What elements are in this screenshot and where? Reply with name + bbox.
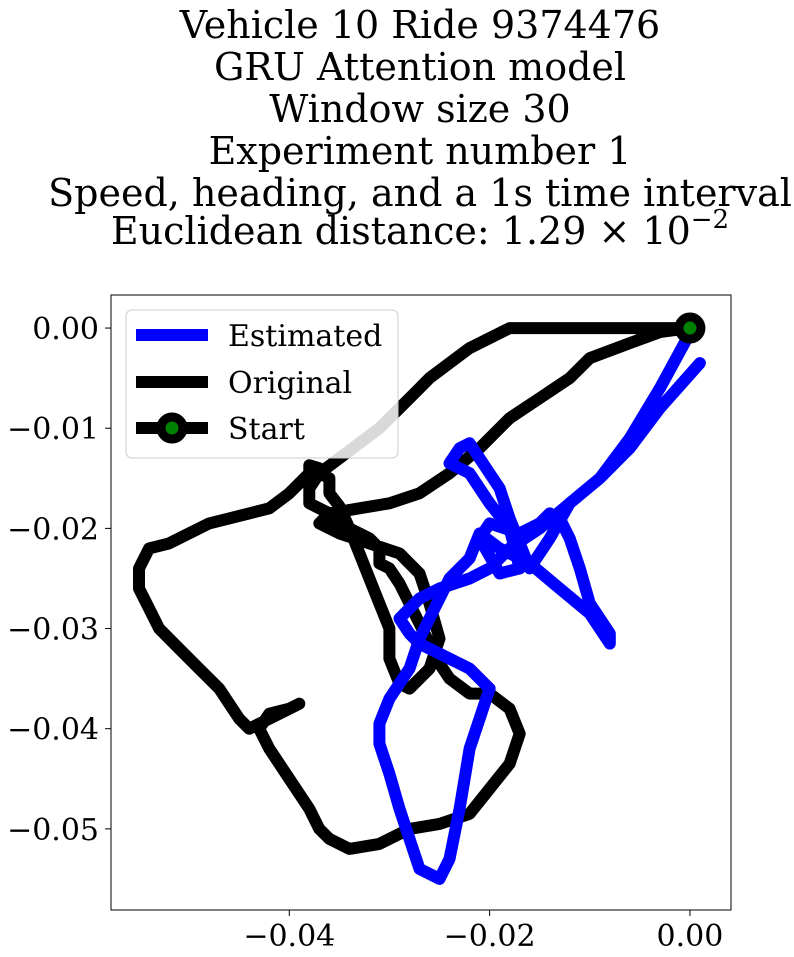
legend-label-start: Start bbox=[228, 412, 305, 447]
y-tick-label: 0.00 bbox=[32, 312, 99, 347]
legend-label-original: Original bbox=[228, 366, 352, 401]
legend: Estimated Original Start bbox=[125, 309, 399, 459]
y-tick-label: −0.02 bbox=[7, 512, 99, 547]
legend-marker-start bbox=[156, 412, 188, 444]
title-line-2: GRU Attention model bbox=[214, 45, 626, 89]
y-tick-label: −0.03 bbox=[7, 613, 99, 648]
legend-box bbox=[125, 309, 399, 459]
title-line-4: Experiment number 1 bbox=[209, 129, 632, 173]
metric-base: 10 bbox=[642, 209, 690, 253]
start-layer bbox=[674, 312, 706, 344]
start-marker bbox=[674, 312, 706, 344]
y-axis: 0.00 −0.01 −0.02 −0.03 −0.04 −0.05 bbox=[7, 312, 111, 848]
x-tick-label: −0.02 bbox=[444, 919, 536, 954]
y-tick-label: −0.05 bbox=[7, 813, 99, 848]
legend-label-estimated: Estimated bbox=[228, 319, 382, 354]
y-tick-label: −0.04 bbox=[7, 713, 99, 748]
title-line-1: Vehicle 10 Ride 9374476 bbox=[179, 3, 660, 47]
metric-exponent: −2 bbox=[691, 205, 729, 235]
y-tick-label: −0.01 bbox=[7, 412, 99, 447]
metric-prefix: Euclidean distance: bbox=[111, 209, 502, 253]
metric-times: × bbox=[586, 209, 642, 253]
x-tick-label: −0.04 bbox=[243, 919, 335, 954]
title-line-3: Window size 30 bbox=[269, 87, 570, 131]
chart-title: Vehicle 10 Ride 9374476 GRU Attention mo… bbox=[48, 3, 792, 253]
plot-frame bbox=[110, 294, 732, 911]
series-line-estimated bbox=[373, 327, 706, 885]
title-line-5: Speed, heading, and a 1s time interval bbox=[48, 171, 792, 215]
x-axis: −0.04 −0.02 0.00 bbox=[243, 910, 723, 954]
x-tick-label: 0.00 bbox=[657, 919, 724, 954]
title-line-6-metric: Euclidean distance: 1.29 × 10−2 bbox=[111, 205, 729, 253]
metric-mantissa: 1.29 bbox=[502, 209, 587, 253]
